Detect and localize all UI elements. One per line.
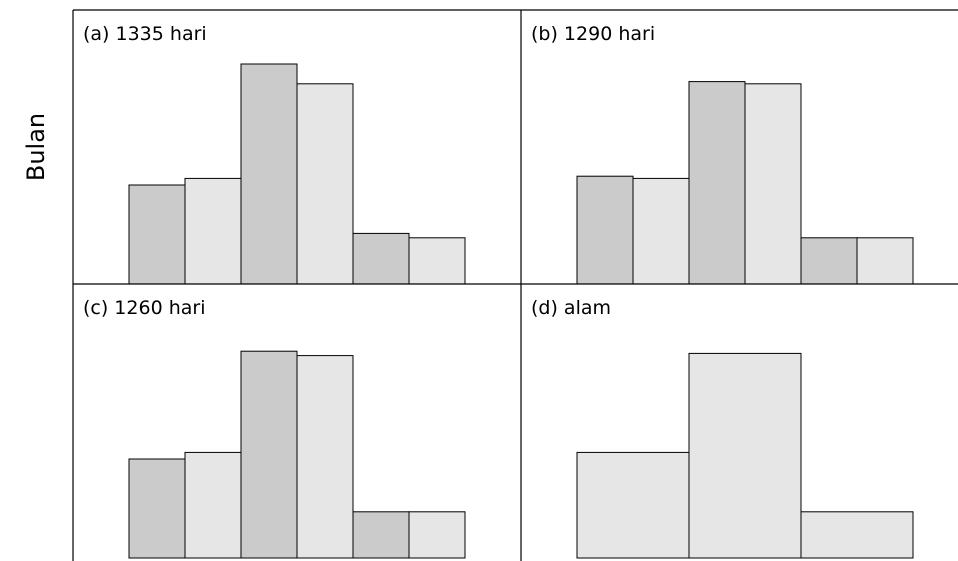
bar-3-4 (296, 355, 354, 559)
bar-2-4 (744, 83, 802, 285)
panel-3: (c) 1260 hari (83, 297, 466, 559)
y-axis-label: Bulan (22, 113, 50, 181)
bar-3-3 (240, 350, 298, 559)
bar-4-2 (688, 352, 802, 559)
panel-label: (a) 1335 hari (83, 23, 207, 45)
panel-2: (b) 1290 hari (531, 23, 914, 285)
bar-2-6 (856, 237, 914, 285)
bar-3-1 (128, 458, 186, 559)
bar-1-2 (184, 177, 242, 285)
panels: (a) 1335 hari (b) 1290 hari (c) 1260 hari (… (72, 9, 958, 561)
panel-label: (d) alam (531, 297, 611, 319)
bar-3-5 (352, 511, 410, 559)
panel-label: (b) 1290 hari (531, 23, 655, 45)
bar-1-6 (408, 237, 466, 285)
bar-2-1 (576, 175, 634, 285)
panel-4: (d) alam (531, 297, 914, 559)
bar-2-5 (800, 237, 858, 285)
bar-4-3 (800, 511, 914, 559)
bar-2-2 (632, 177, 690, 285)
panel-1: (a) 1335 hari (83, 23, 466, 285)
bar-1-5 (352, 232, 410, 285)
bar-3-6 (408, 511, 466, 559)
bar-2-3 (688, 81, 746, 285)
bar-1-3 (240, 63, 298, 285)
bar-3-2 (184, 451, 242, 559)
bar-1-4 (296, 83, 354, 285)
bar-1-1 (128, 184, 186, 285)
bar-4-1 (576, 451, 690, 559)
panel-label: (c) 1260 hari (83, 297, 205, 319)
panel-frames (72, 9, 958, 561)
